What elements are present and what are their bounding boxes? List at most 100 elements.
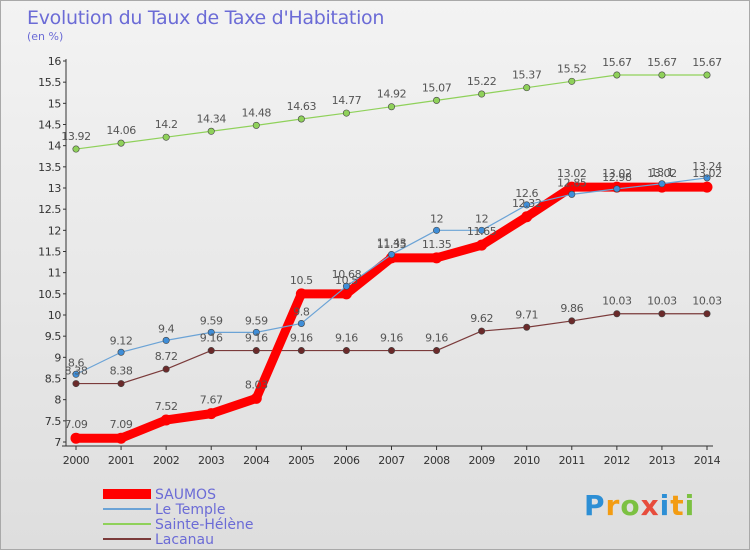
data-label: 10.03 [647, 295, 677, 308]
data-label: 7.09 [65, 418, 88, 431]
data-label: 15.52 [557, 62, 587, 75]
data-label: 9.71 [515, 308, 538, 321]
data-point [297, 319, 305, 327]
data-label: 12 [475, 212, 488, 225]
data-point [72, 145, 80, 153]
data-label: 7.09 [110, 418, 133, 431]
data-point [523, 201, 531, 209]
data-point [252, 347, 260, 355]
data-point [340, 288, 352, 300]
data-point [162, 133, 170, 141]
data-point [207, 328, 215, 336]
data-point [433, 96, 441, 104]
data-label: 9.16 [425, 332, 448, 345]
y-tick-label: 11 [48, 267, 61, 280]
data-label: 15.07 [422, 81, 452, 94]
data-label: 15.67 [692, 56, 722, 69]
y-tick-label: 7.5 [45, 415, 62, 428]
data-point [295, 288, 307, 300]
x-tick-label: 2003 [198, 454, 225, 467]
data-point [566, 181, 578, 193]
y-tick-label: 7 [54, 436, 61, 449]
data-point [387, 250, 395, 258]
data-label: 9.4 [158, 322, 175, 335]
data-label: 13.1 [650, 166, 673, 179]
data-label: 9.16 [245, 332, 268, 345]
y-tick-label: 15 [48, 97, 62, 110]
data-label: 14.63 [287, 100, 317, 113]
data-point [72, 380, 80, 388]
data-label: 10.03 [692, 295, 722, 308]
x-tick-label: 2012 [604, 454, 630, 467]
data-label: 9.16 [290, 332, 313, 345]
data-label: 14.92 [377, 88, 407, 101]
data-point [568, 317, 576, 325]
y-tick-label: 8 [54, 394, 61, 407]
data-point [431, 252, 443, 264]
x-tick-label: 2004 [243, 454, 270, 467]
data-point [342, 347, 350, 355]
x-tick-label: 2013 [649, 454, 676, 467]
data-label: 9.16 [335, 332, 358, 345]
legend-label: SAUMOS [155, 487, 216, 503]
data-point [613, 310, 621, 318]
data-label: 9.86 [560, 302, 583, 315]
data-label: 9.62 [470, 312, 493, 325]
data-point [297, 115, 305, 123]
y-tick-label: 12.5 [38, 203, 61, 216]
data-point [478, 327, 486, 335]
data-point [252, 121, 260, 129]
x-tick-label: 2002 [153, 454, 179, 467]
data-label: 10.5 [335, 274, 358, 287]
data-label: 7.52 [155, 400, 178, 413]
data-point [252, 328, 260, 336]
data-point [162, 365, 170, 373]
data-label: 14.34 [196, 112, 226, 125]
data-point [433, 347, 441, 355]
chart-subtitle: (en %) [27, 30, 64, 43]
data-label: 12.85 [557, 176, 587, 189]
data-label: 9.8 [293, 305, 310, 318]
data-point [205, 408, 217, 420]
y-tick-label: 8.5 [45, 373, 62, 386]
x-tick-label: 2008 [423, 454, 450, 467]
data-point [613, 71, 621, 79]
data-label: 10.03 [602, 295, 632, 308]
data-label: 8.03 [245, 378, 268, 391]
data-label: 15.67 [602, 56, 632, 69]
data-label: 12.98 [602, 171, 632, 184]
data-label: 9.16 [200, 332, 223, 345]
data-point [207, 127, 215, 135]
x-tick-label: 2001 [108, 454, 134, 467]
y-tick-label: 10.5 [38, 288, 61, 301]
data-point [521, 211, 533, 223]
chart-title: Evolution du Taux de Taxe d'Habitation [27, 7, 385, 29]
data-point [297, 347, 305, 355]
data-point [72, 370, 80, 378]
x-tick-label: 2006 [333, 454, 360, 467]
data-point [523, 84, 531, 92]
data-point [703, 174, 711, 182]
data-label: 11.43 [377, 236, 407, 249]
data-point [162, 336, 170, 344]
x-tick-label: 2007 [378, 454, 405, 467]
data-point [703, 310, 711, 318]
x-tick-label: 2011 [559, 454, 585, 467]
data-point [703, 71, 711, 79]
y-tick-label: 14.5 [38, 119, 61, 132]
x-tick-label: 2009 [468, 454, 495, 467]
data-label: 8.72 [155, 350, 178, 363]
data-point [387, 103, 395, 111]
x-tick-label: 2010 [514, 454, 541, 467]
data-label: 9.59 [200, 314, 223, 327]
legend-label: Sainte-Hélène [155, 517, 254, 533]
data-label: 8.38 [65, 365, 88, 378]
data-point [658, 310, 666, 318]
data-point [160, 414, 172, 426]
data-point [207, 347, 215, 355]
data-label: 9.16 [380, 332, 403, 345]
data-label: 12 [430, 212, 443, 225]
data-label: 13.24 [692, 160, 722, 173]
